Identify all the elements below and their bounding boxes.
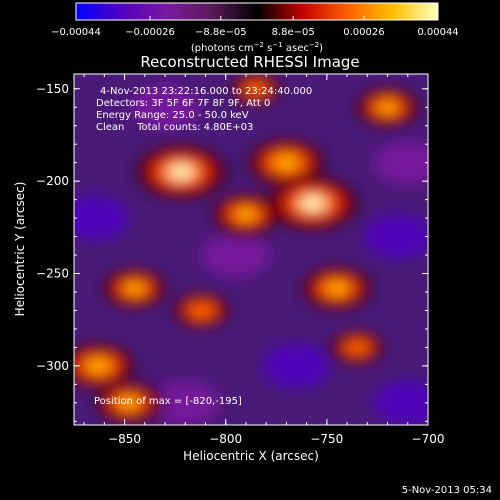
heatmap-dark-region [74,196,129,241]
y-axis-ticks: −150 −200 −250 −300 [36,82,428,422]
annotation-detectors: Detectors: 3F 5F 6F 7F 8F 9F, Att 0 [96,98,271,109]
chart-title: Reconstructed RHESSI Image [140,53,360,71]
y-tick-label: −200 [36,174,69,188]
x-axis-label: Heliocentric X (arcsec) [183,449,319,463]
y-tick-label: −150 [36,82,69,96]
y-tick-label: −300 [36,359,69,373]
heatmap-dark-region [201,233,270,278]
heatmap-bright-region [171,292,232,329]
colorbar [75,2,439,21]
heatmap-bright-region [229,74,283,105]
footer-timestamp: 5-Nov-2013 05:34 [401,485,492,496]
colorbar-tick-label: −0.00026 [125,27,175,38]
heatmap-bright-region [245,138,328,187]
heatmap-bright-region [74,342,138,389]
x-tick-label: −800 [209,432,242,446]
heatmap-bright-region [354,87,421,128]
annotation-block: 4-Nov-2013 23:22:16.000 to 23:24:40.000 … [96,86,312,134]
heatmap-bright-region [210,193,282,236]
heatmap-bright-region [329,330,386,365]
colorbar-tick-label: −8.8e−05 [195,27,247,38]
heatmap-dark-region [363,214,428,259]
heatmap-dark-regions [74,85,428,425]
y-tick-label: −250 [36,267,69,281]
heatmap-image [74,74,428,425]
heatmap-dark-region [131,85,200,130]
colorbar-unit-label: (photons cm−2 s−1 asec−2) [191,41,323,54]
colorbar-ticks: −0.00044 −0.00026 −8.8e−05 8.8e−05 0.00026 0.… [51,16,459,38]
colorbar-tick-label: −0.00044 [51,27,101,38]
heatmap-bright-region [264,175,361,232]
heatmap-bright-region [101,268,169,309]
heatmap-dark-region [373,140,428,185]
heatmap-dark-region [151,380,220,425]
heatmap-bright-region [93,381,164,424]
annotation-total-counts: Total counts: 4.80E+03 [137,122,254,133]
heatmap-bright-region [133,143,230,200]
heatmap-dark-region [262,343,331,388]
heatmap-bright-region [299,266,375,311]
x-tick-label: −700 [412,432,445,446]
annotation-energy-range: Energy Range: 25.0 - 50.0 keV [96,110,249,121]
heatmap-bright-regions [74,74,421,424]
heatmap-dark-region [373,380,428,425]
annotation-max-position: Position of max = [-820,-195] [94,396,242,407]
plot-frame [73,73,429,426]
colorbar-tick-label: 0.00026 [343,27,384,38]
annotation-clean-counts: Clean Total counts: 4.80E+03 [96,122,312,134]
colorbar-tick-label: 0.00044 [417,27,458,38]
x-tick-label: −750 [310,432,343,446]
colorbar-tick-label: 8.8e−05 [272,27,315,38]
x-axis-ticks: −850 −800 −750 −700 [83,74,445,446]
x-tick-label: −850 [108,432,141,446]
annotation-clean: Clean [96,122,125,133]
annotation-time-range: 4-Nov-2013 23:22:16.000 to 23:24:40.000 [100,86,313,97]
y-axis-label: Heliocentric Y (arcsec) [13,181,27,317]
colorbar-area: −0.00044 −0.00026 −8.8e−05 8.8e−05 0.00026 0.… [51,2,459,54]
